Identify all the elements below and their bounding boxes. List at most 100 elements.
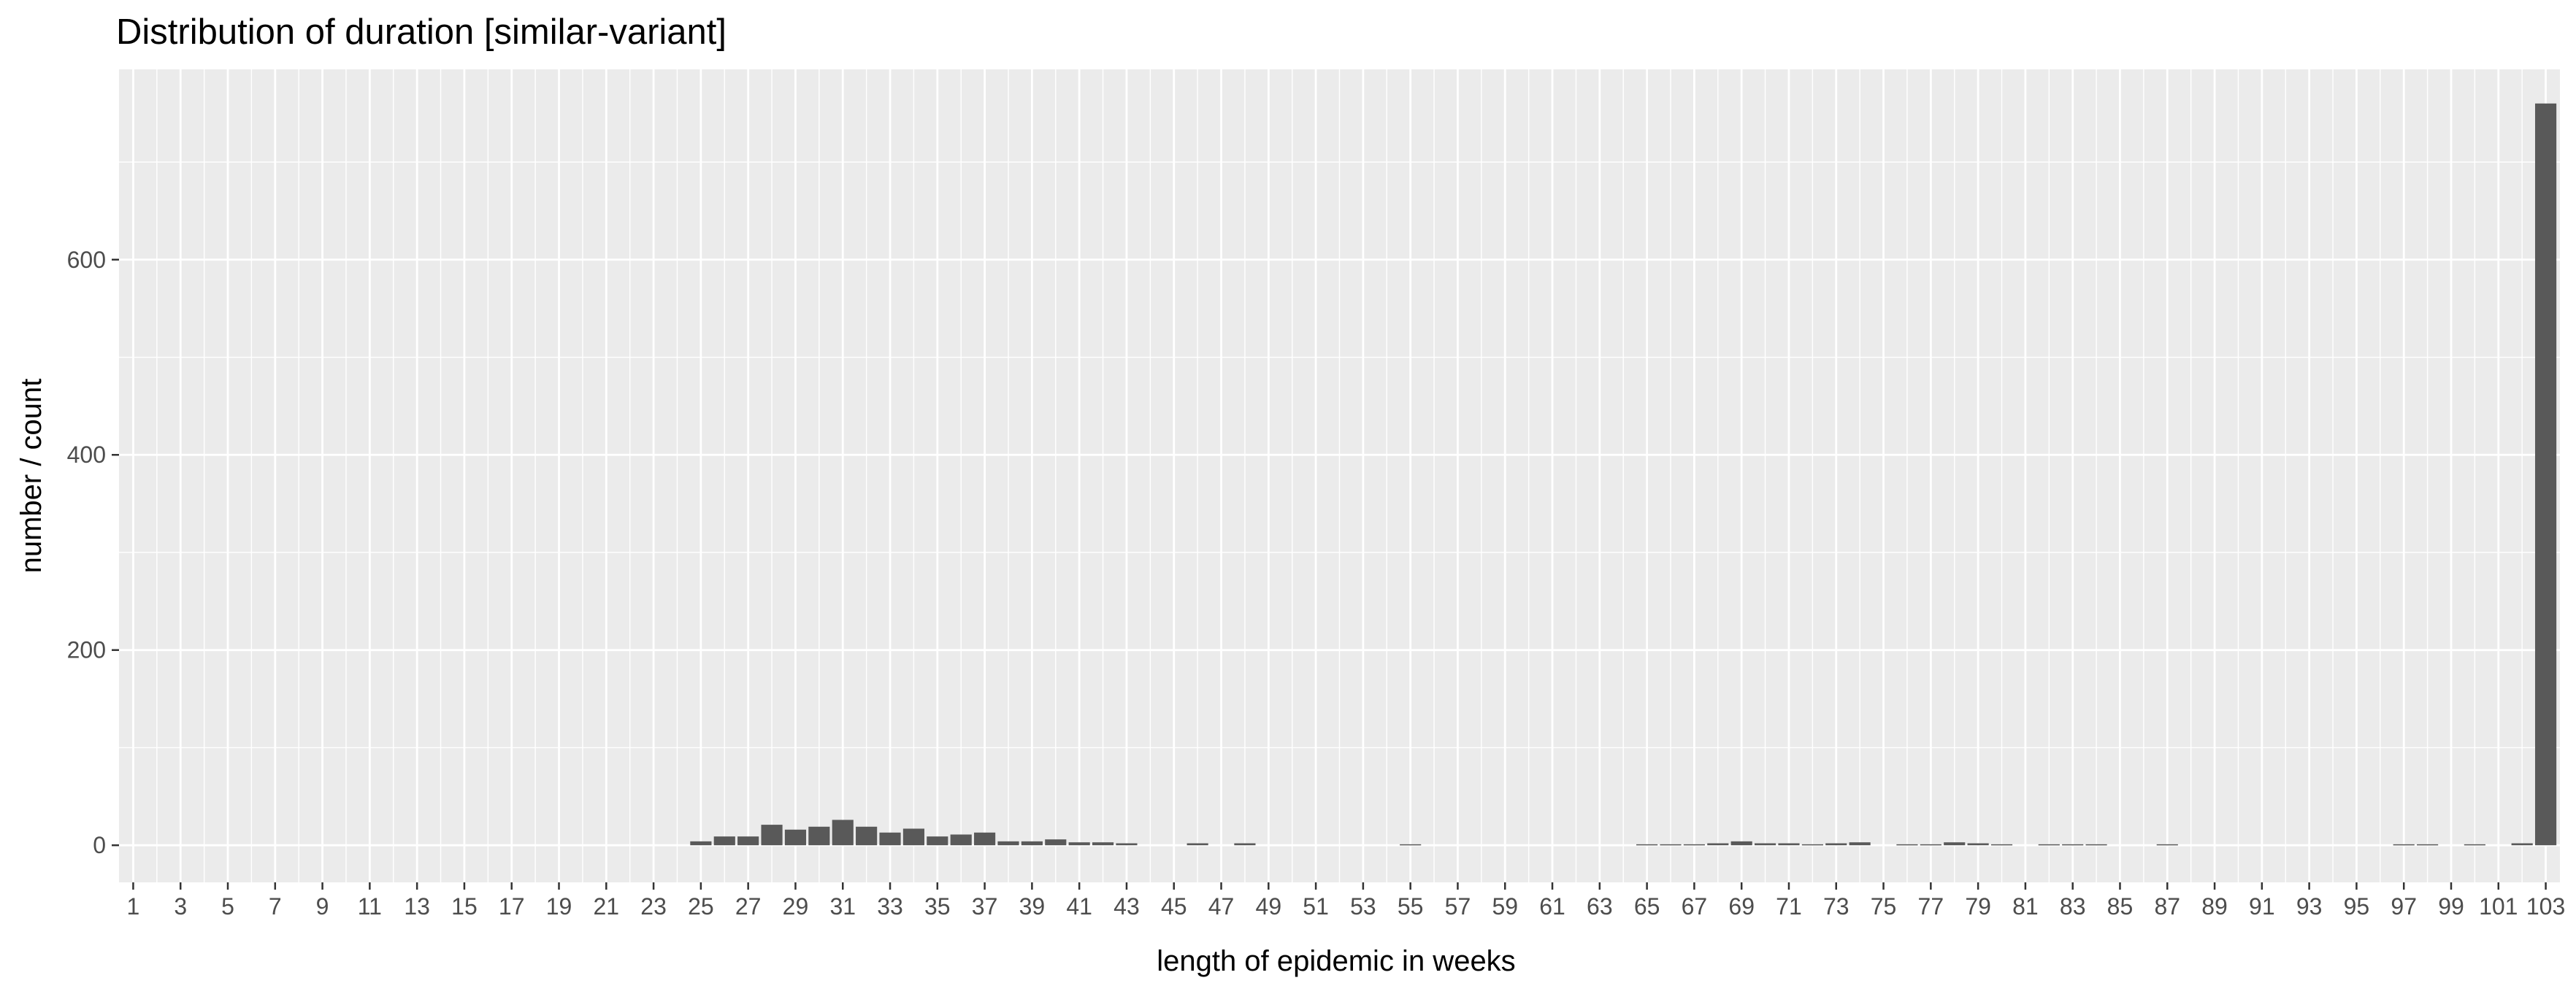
x-tick-label: 59 [1492,893,1518,920]
x-tick-label: 95 [2344,893,2370,920]
bar-week-77 [1920,844,1941,846]
bar-week-87 [2156,844,2178,846]
x-tick-label: 7 [269,893,282,920]
x-tick-label: 83 [2060,893,2086,920]
x-tick-label: 25 [688,893,714,920]
x-tick-label: 49 [1256,893,1282,920]
bar-week-97 [2393,844,2415,846]
x-tick-label: 51 [1303,893,1329,920]
y-axis: 0 200 400 600 [67,247,119,858]
bars [690,103,2557,846]
x-tick-label: 29 [783,893,809,920]
y-tick-label: 600 [67,247,106,273]
bar-week-70 [1755,843,1776,846]
bar-week-31 [832,820,854,846]
bar-week-41 [1068,842,1090,846]
bar-week-39 [1021,841,1043,846]
major-gridlines [119,69,2560,882]
x-tick-label: 99 [2438,893,2464,920]
x-tick-label: 89 [2201,893,2228,920]
x-tick-label: 35 [924,893,951,920]
bar-week-78 [1944,842,1966,846]
bar-week-55 [1400,844,1422,846]
x-tick-label: 11 [358,893,382,920]
x-tick-label: 55 [1398,893,1424,920]
x-tick-label: 13 [404,893,430,920]
x-tick-label: 5 [221,893,234,920]
x-tick-label: 21 [594,893,620,920]
x-tick-label: 93 [2296,893,2323,920]
x-tick-label: 63 [1587,893,1613,920]
x-tick-label: 37 [972,893,998,920]
bar-week-37 [974,832,996,846]
bar-week-103 [2534,103,2557,846]
x-axis: 1 3 5 7 9 11 13 15 17 19 21 23 25 27 29 31 33 35 37 39 41 43 4… [127,882,2565,920]
bar-week-83 [2062,844,2084,846]
x-tick-label: 65 [1634,893,1660,920]
x-tick-label: 91 [2249,893,2275,920]
bar-week-73 [1825,843,1847,846]
y-axis-title: number / count [15,379,47,574]
bar-week-67 [1683,844,1705,846]
x-tick-label: 31 [829,893,856,920]
x-tick-label: 101 [2479,893,2518,920]
bar-week-33 [879,832,901,846]
x-tick-label: 41 [1066,893,1092,920]
x-axis-title: length of epidemic in weeks [1157,945,1515,977]
bar-week-36 [950,834,972,846]
x-tick-label: 87 [2154,893,2180,920]
x-tick-label: 61 [1539,893,1565,920]
bar-week-66 [1660,844,1682,846]
x-tick-label: 39 [1019,893,1046,920]
bar-week-72 [1801,844,1823,846]
chart-title: Distribution of duration [similar-varian… [116,12,727,52]
x-tick-label: 103 [2526,893,2565,920]
bar-week-30 [808,826,830,846]
x-tick-label: 9 [316,893,329,920]
x-tick-label: 67 [1682,893,1708,920]
bar-week-28 [761,825,783,846]
x-tick-label: 1 [127,893,140,920]
bar-week-25 [690,841,712,846]
x-tick-label: 45 [1161,893,1187,920]
x-tick-label: 3 [174,893,187,920]
x-tick-label: 81 [2012,893,2039,920]
x-tick-label: 19 [546,893,572,920]
bar-week-102 [2511,843,2533,846]
bar-week-46 [1187,843,1208,846]
x-tick-label: 27 [735,893,762,920]
bar-week-82 [2038,844,2060,846]
bar-week-48 [1234,843,1256,846]
bar-week-69 [1730,841,1752,846]
bar-week-29 [784,829,807,846]
bar-week-71 [1778,843,1800,846]
x-tick-label: 71 [1776,893,1802,920]
bar-week-100 [2464,844,2485,846]
minor-gridlines [119,69,2560,882]
bar-week-74 [1849,842,1871,846]
bar-week-84 [2085,844,2107,846]
y-tick-label: 400 [67,442,106,468]
bar-week-79 [1967,843,1989,846]
x-tick-label: 97 [2391,893,2417,920]
bar-week-68 [1707,843,1729,846]
bar-week-38 [997,841,1019,846]
bar-week-65 [1636,844,1658,846]
x-tick-label: 77 [1918,893,1944,920]
x-tick-label: 47 [1208,893,1235,920]
bar-week-26 [713,836,735,846]
bar-week-76 [1896,844,1918,846]
x-tick-label: 75 [1871,893,1897,920]
x-tick-label: 53 [1350,893,1376,920]
x-tick-label: 15 [451,893,478,920]
x-tick-label: 85 [2107,893,2134,920]
x-tick-label: 43 [1113,893,1140,920]
x-tick-label: 57 [1445,893,1471,920]
x-tick-label: 17 [499,893,525,920]
bar-week-32 [856,826,878,846]
bar-week-43 [1116,843,1138,846]
bar-week-80 [1990,844,2013,846]
x-tick-label: 23 [640,893,667,920]
x-tick-label: 69 [1728,893,1755,920]
